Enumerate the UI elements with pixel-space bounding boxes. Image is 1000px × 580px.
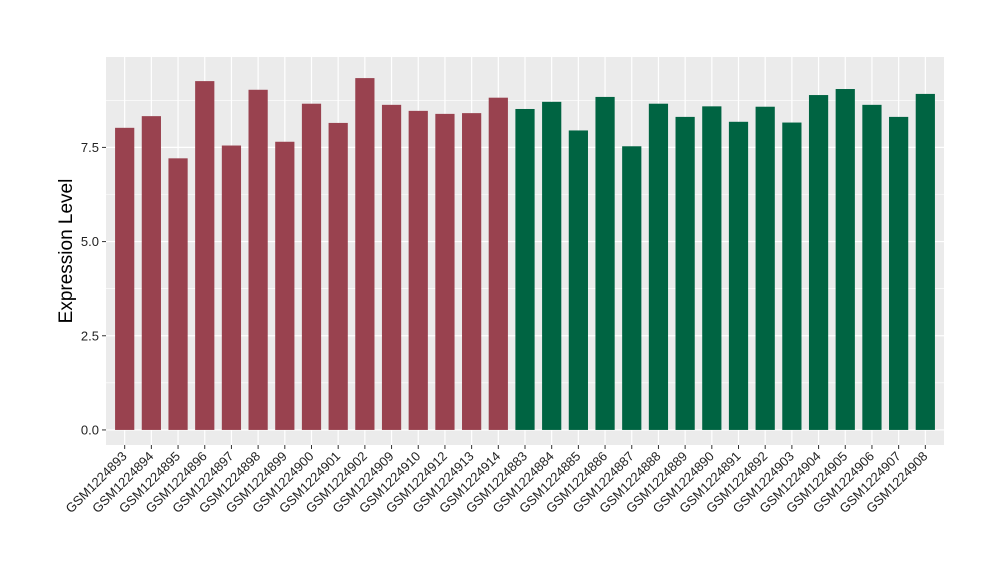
bar-GSM1224885 (568, 130, 588, 430)
bar-GSM1224892 (755, 106, 775, 430)
bar-GSM1224896 (195, 81, 215, 430)
y-axis-title: Expression Level (56, 179, 77, 324)
bar-GSM1224886 (595, 96, 615, 430)
bar-GSM1224889 (675, 116, 695, 430)
bar-GSM1224894 (141, 116, 161, 430)
y-tick-label: 5.0 (81, 234, 99, 249)
bar-GSM1224902 (355, 78, 375, 430)
bar-GSM1224907 (889, 116, 909, 430)
bar-GSM1224884 (542, 101, 562, 430)
bar-GSM1224912 (435, 113, 455, 430)
bar-GSM1224887 (622, 146, 642, 430)
bar-GSM1224908 (915, 93, 935, 430)
bar-GSM1224901 (328, 122, 348, 430)
x-axis: GSM1224893GSM1224894GSM1224895GSM1224896… (62, 445, 930, 516)
bar-GSM1224897 (221, 145, 242, 430)
bar-GSM1224898 (248, 89, 268, 430)
bar-GSM1224904 (808, 95, 829, 430)
bar-GSM1224883 (515, 108, 535, 430)
y-tick-label: 2.5 (81, 328, 99, 343)
bar-GSM1224890 (702, 106, 722, 430)
bar-GSM1224906 (862, 104, 882, 430)
bar-GSM1224900 (301, 103, 322, 430)
bar-GSM1224909 (381, 104, 402, 430)
bar-GSM1224913 (462, 113, 482, 430)
bar-GSM1224910 (408, 110, 428, 430)
bar-GSM1224891 (728, 121, 749, 430)
bars (115, 78, 935, 430)
bar-GSM1224893 (115, 127, 135, 430)
bar-GSM1224903 (782, 122, 802, 430)
bar-GSM1224899 (275, 141, 295, 430)
bar-GSM1224888 (648, 103, 669, 430)
bar-GSM1224914 (488, 97, 508, 430)
y-axis: 0.0 2.5 5.0 7.5 (81, 140, 106, 437)
bar-GSM1224895 (168, 158, 188, 430)
y-tick-label: 7.5 (81, 140, 99, 155)
bar-GSM1224905 (835, 89, 855, 430)
y-tick-label: 0.0 (81, 422, 99, 437)
